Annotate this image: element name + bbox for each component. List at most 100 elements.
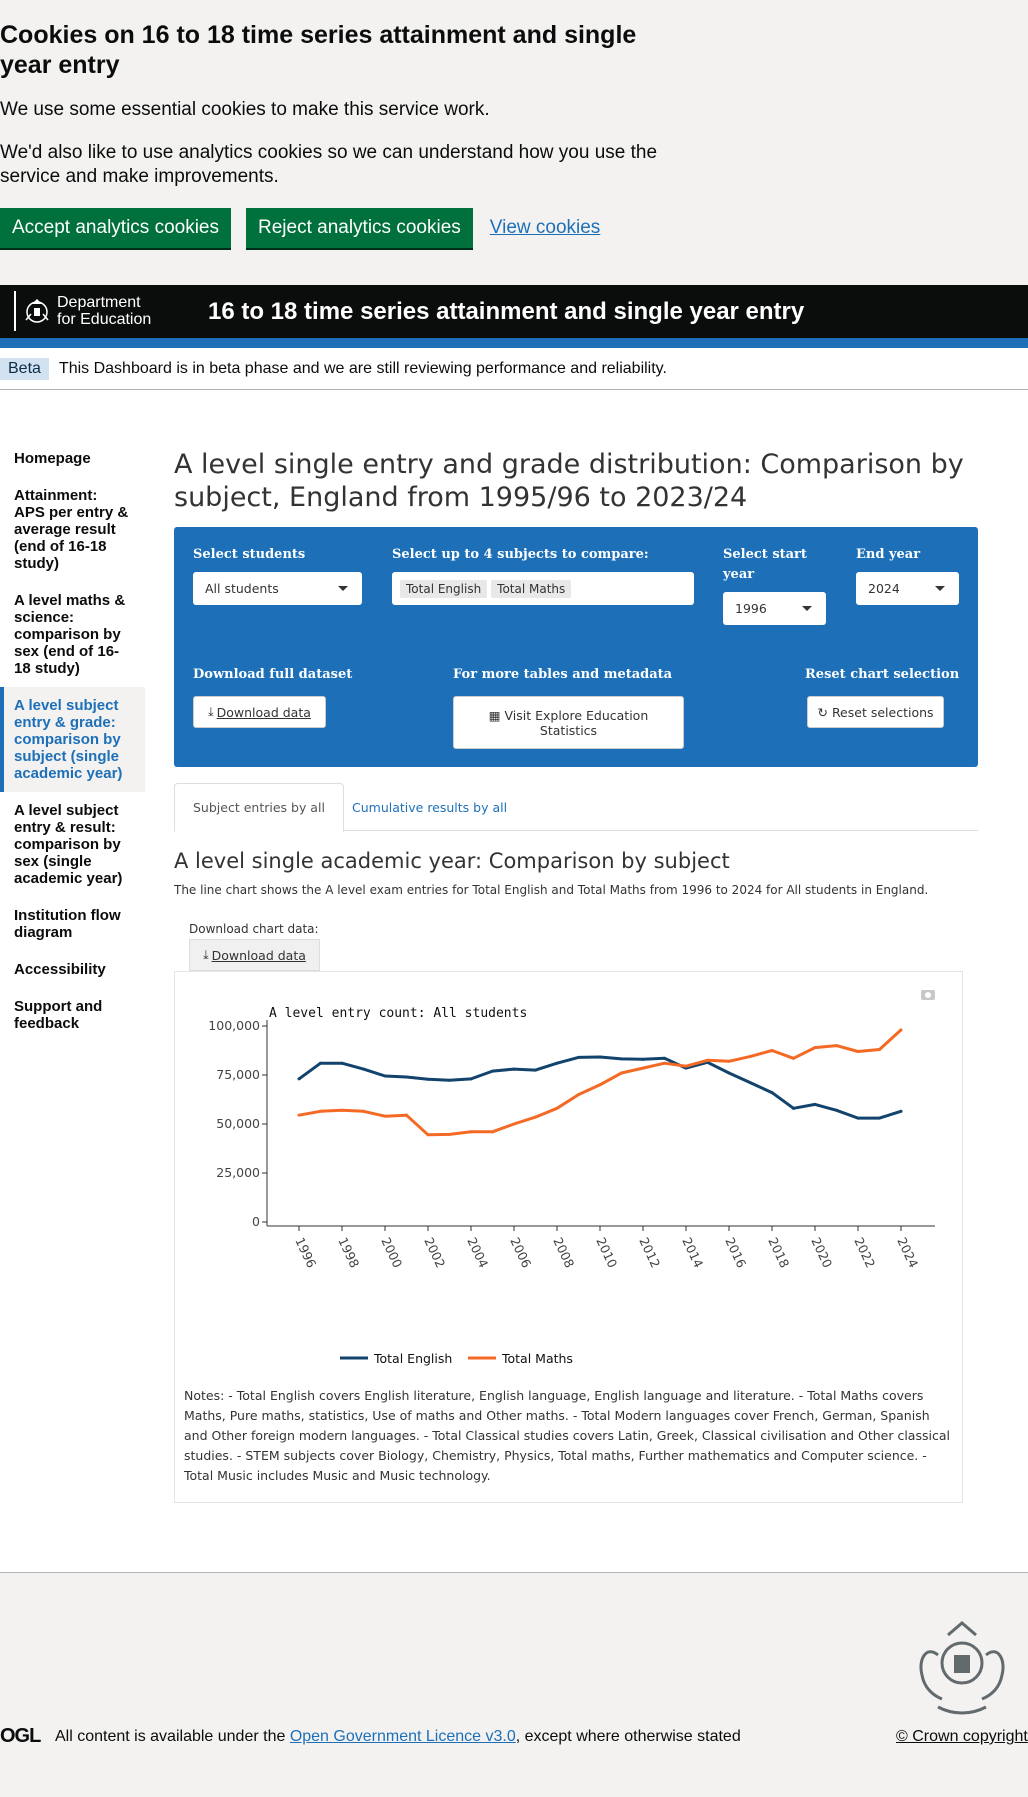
subjects-label: Select up to 4 subjects to compare: [392, 547, 649, 562]
y-tick-label: 100,000 [208, 1018, 260, 1033]
data-point [426, 1077, 430, 1081]
data-point [534, 1068, 537, 1072]
beta-tag: Beta [0, 357, 49, 380]
x-tick-label: 2018 [765, 1235, 792, 1270]
data-point [362, 1109, 365, 1113]
logo-line-1: Department [57, 294, 141, 311]
service-title[interactable]: 16 to 18 time series attainment and sing… [208, 298, 805, 325]
data-point [641, 1066, 645, 1070]
data-point [340, 1061, 344, 1065]
legend-label: Total Maths [501, 1351, 573, 1366]
tab-subject-entries[interactable]: Subject entries by all [174, 783, 344, 832]
x-tick-label: 2010 [593, 1235, 620, 1270]
visit-ees-button[interactable]: ▦ Visit Explore Education Statistics [453, 696, 684, 749]
chevron-down-icon [935, 586, 945, 591]
data-point [405, 1113, 408, 1117]
sidebar-item-support[interactable]: Support and feedback [14, 998, 103, 1032]
reject-cookies-button[interactable]: Reject analytics cookies [246, 208, 473, 248]
data-point [383, 1074, 387, 1078]
x-tick-label: 2020 [808, 1235, 835, 1270]
x-tick-label: 2008 [550, 1235, 577, 1270]
download-chart-button[interactable]: ⤓ Download data [189, 939, 320, 971]
series-line-total-maths [298, 1028, 903, 1137]
data-point [383, 1114, 387, 1118]
accept-cookies-button[interactable]: Accept analytics cookies [0, 208, 231, 248]
refresh-icon: ↻ [817, 704, 828, 720]
data-point [512, 1122, 516, 1126]
y-tick-label: 75,000 [216, 1067, 260, 1082]
data-point [641, 1057, 645, 1061]
data-point [663, 1061, 666, 1065]
data-point [727, 1059, 731, 1063]
main-content: A level single entry and grade distribut… [174, 448, 978, 1503]
download-data-button[interactable]: ⤓ Download data [193, 696, 326, 728]
crown-copyright-link[interactable]: © Crown copyright [896, 1728, 1028, 1745]
data-point [469, 1130, 473, 1134]
licence-text-before: All content is available under the [55, 1728, 290, 1745]
subject-chip[interactable]: Total English [400, 579, 488, 598]
start-year-value: 1996 [735, 601, 767, 616]
x-tick-label: 2000 [378, 1235, 405, 1270]
logo-line-2: for Education [57, 311, 152, 328]
chart-title: A level entry count: All students [269, 1006, 527, 1021]
filter-panel: Select students All students Select up t… [174, 527, 978, 767]
header-blue-bar [0, 338, 1028, 348]
end-year-value: 2024 [868, 581, 900, 596]
data-point [749, 1054, 752, 1058]
more-tables-label: For more tables and metadata [453, 667, 673, 682]
legend-label: Total English [373, 1351, 452, 1366]
x-tick-label: 2002 [421, 1235, 448, 1270]
ogl-link[interactable]: Open Government Licence v3.0 [289, 1728, 516, 1745]
end-year-select[interactable]: 2024 [856, 572, 959, 605]
start-year-label: Select start year [723, 547, 807, 582]
data-point [319, 1109, 322, 1113]
x-tick-label: 2006 [507, 1235, 534, 1270]
data-point [297, 1113, 301, 1117]
data-point [899, 1028, 903, 1032]
sidebar-item-accessibility[interactable]: Accessibility [14, 961, 106, 978]
camera-icon[interactable] [921, 990, 935, 1000]
data-point [899, 1109, 903, 1113]
phase-banner: Beta This Dashboard is in beta phase and… [0, 348, 1028, 390]
download-icon: ⤓ [208, 704, 214, 719]
data-point [405, 1075, 408, 1079]
tab-cumulative-results[interactable]: Cumulative results by all [352, 800, 508, 815]
download-icon: ⤓ [203, 947, 209, 962]
data-point [813, 1046, 817, 1050]
data-point [340, 1108, 344, 1112]
sidebar-item-subject-entry-grade[interactable]: A level subject entry & grade: compariso… [0, 687, 145, 792]
dfe-logo[interactable]: Department for Education [14, 291, 151, 331]
x-tick-label: 2016 [722, 1235, 749, 1270]
sidebar-item-subject-entry-result[interactable]: A level subject entry & result: comparis… [14, 802, 123, 887]
reset-selections-button[interactable]: ↻ Reset selections [807, 696, 944, 728]
subjects-select[interactable]: Total English Total Maths [392, 572, 694, 605]
subject-chip[interactable]: Total Maths [491, 579, 572, 598]
visit-ees-label: Visit Explore Education Statistics [504, 707, 649, 738]
sidebar-nav: Homepage Attainment: APS per entry & ave… [0, 440, 145, 1042]
view-cookies-link[interactable]: View cookies [489, 217, 601, 238]
data-point [835, 1044, 838, 1048]
line-chart[interactable]: 0 25,000 50,000 75,000 100,000 1996 1998 2000 20… [175, 972, 964, 1382]
download-data-label: Download data [216, 704, 311, 720]
sidebar-item-homepage[interactable]: Homepage [14, 450, 91, 467]
reset-selections-label: Reset selections [831, 704, 934, 720]
data-point [491, 1130, 494, 1134]
royal-coat-of-arms-icon [919, 1621, 1005, 1715]
x-tick-label: 2004 [464, 1235, 491, 1270]
cookie-title: Cookies on 16 to 18 time series attainme… [0, 21, 637, 79]
site-header: Department for Education 16 to 18 time s… [0, 285, 1028, 338]
x-tick-label: 2014 [679, 1235, 706, 1270]
students-select[interactable]: All students [193, 572, 362, 605]
start-year-select[interactable]: 1996 [723, 592, 826, 625]
y-tick-label: 25,000 [216, 1165, 260, 1180]
beta-text: This Dashboard is in beta phase and we a… [58, 359, 667, 377]
data-point [835, 1108, 838, 1112]
y-tick-label: 50,000 [216, 1116, 260, 1131]
x-tick-label: 1996 [292, 1235, 319, 1270]
data-point [319, 1061, 322, 1065]
data-point [663, 1056, 666, 1060]
sidebar-item-attainment[interactable]: Attainment: APS per entry & average resu… [14, 487, 129, 572]
sidebar-item-maths-science[interactable]: A level maths & science: comparison by s… [14, 592, 126, 677]
sidebar-item-institution-flow[interactable]: Institution flow diagram [14, 907, 121, 941]
data-point [706, 1058, 709, 1062]
